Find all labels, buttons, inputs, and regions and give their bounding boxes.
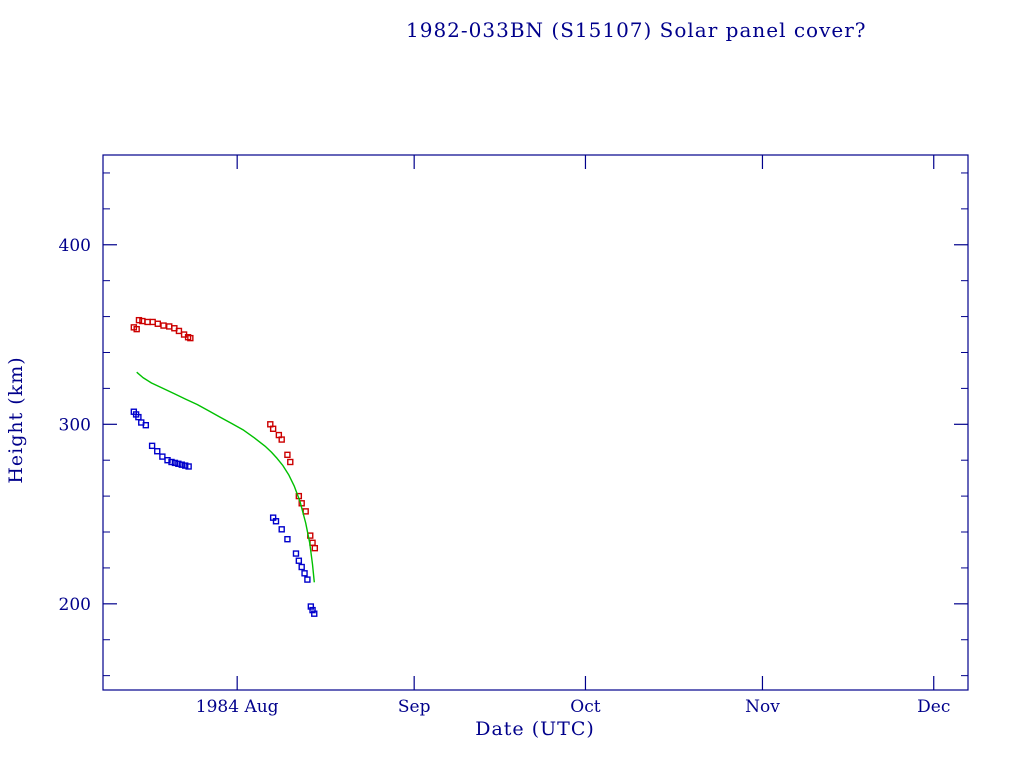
x-axis-label: Date (UTC)	[475, 718, 595, 740]
apogee-height-point	[309, 539, 316, 546]
perigee-height-point	[171, 459, 179, 467]
perigee-height-point	[304, 576, 311, 583]
perigee-height-point	[159, 453, 166, 460]
perigee-height-point	[182, 462, 189, 469]
perigee-height-point	[295, 557, 303, 564]
perigee-height-point	[175, 460, 182, 467]
perigee-height-point	[142, 421, 150, 429]
x-tick-label: Dec	[917, 697, 950, 717]
y-tick-label: 300	[59, 415, 91, 435]
perigee-height-point	[168, 458, 175, 466]
apogee-height-point	[160, 322, 167, 329]
y-tick-label: 200	[59, 595, 91, 615]
perigee-height-point	[178, 461, 185, 468]
y-tick-label: 400	[59, 236, 91, 256]
perigee-height-point	[284, 535, 291, 543]
apogee-height-point	[133, 325, 140, 333]
x-tick-label: Nov	[745, 697, 780, 717]
perigee-height-point	[278, 526, 285, 533]
perigee-height-point	[272, 518, 280, 525]
perigee-height-point	[301, 570, 308, 577]
apogee-height-point	[187, 334, 194, 342]
apogee-height-point	[278, 436, 285, 443]
perigee-height-point	[154, 448, 161, 455]
perigee-height-point	[292, 550, 300, 557]
perigee-height-point	[185, 463, 192, 470]
x-tick-label: Oct	[570, 697, 600, 717]
chart-title: 1982-033BN (S15107) Solar panel cover?	[406, 18, 867, 42]
x-tick-label: Sep	[398, 697, 431, 717]
apogee-height-point	[284, 451, 291, 459]
apogee-height-point	[149, 318, 156, 326]
apogee-height-point	[166, 323, 173, 330]
perigee-height-point	[164, 457, 171, 464]
perigee-height-point	[307, 603, 315, 610]
x-tick-label: 1984 Aug	[196, 697, 279, 717]
perigee-height-point	[311, 610, 318, 617]
mean-height-line	[136, 371, 315, 583]
apogee-height-point	[287, 458, 294, 466]
apogee-height-point	[269, 425, 277, 432]
perigee-height-point	[148, 442, 156, 450]
apogee-height-point	[144, 318, 151, 326]
apogee-height-point	[135, 316, 143, 324]
apogee-height-point	[302, 508, 309, 515]
perigee-height-point	[309, 606, 316, 614]
apogee-height-point	[154, 320, 162, 327]
perigee-height-point	[298, 563, 305, 571]
apogee-height-point	[311, 544, 319, 552]
apogee-height-point	[175, 327, 183, 335]
